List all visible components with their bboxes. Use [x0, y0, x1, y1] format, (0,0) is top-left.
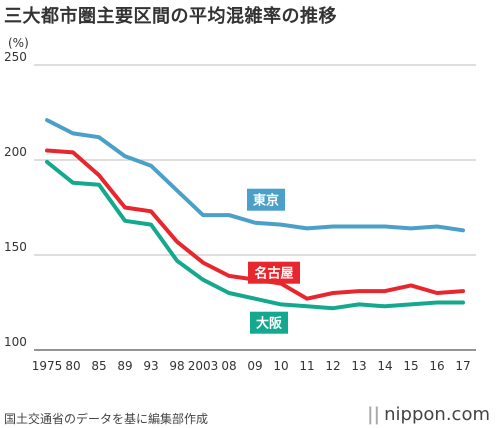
y-tick-label: 150 [4, 240, 27, 254]
series-label-box [248, 261, 300, 284]
data-point [176, 260, 178, 262]
data-point [150, 165, 152, 167]
x-tick-label: 1975 [32, 359, 63, 373]
x-tick-label: 09 [247, 359, 262, 373]
x-tick-label: 12 [325, 359, 340, 373]
x-tick-label: 08 [221, 359, 236, 373]
data-point [280, 224, 282, 226]
data-point [150, 224, 152, 226]
data-point [228, 275, 230, 277]
data-point [358, 290, 360, 292]
x-tick-label: 13 [351, 359, 366, 373]
x-tick-label: 85 [91, 359, 106, 373]
brand-name: nippon.com [384, 404, 490, 425]
x-tick-label: 93 [143, 359, 158, 373]
data-point [202, 262, 204, 264]
data-point [202, 279, 204, 281]
x-tick-label: 80 [65, 359, 80, 373]
data-point [462, 302, 464, 303]
data-point [410, 284, 412, 286]
line-chart: 100 150 200 250 1975 80 85 89 93 98 2003 08 09 10 11 12… [4, 50, 476, 373]
data-point [176, 189, 178, 191]
x-tick-label: 11 [299, 359, 314, 373]
data-point [72, 151, 74, 153]
data-point [98, 136, 100, 138]
data-point [150, 210, 152, 212]
data-point [384, 305, 386, 307]
brand-mark: || [366, 404, 381, 425]
data-point [72, 182, 74, 184]
data-point [98, 174, 100, 176]
data-point [306, 227, 308, 229]
y-tick-label: 250 [4, 50, 27, 64]
x-tick-label: 2003 [188, 359, 219, 373]
data-point [72, 132, 74, 134]
data-point [306, 305, 308, 307]
data-point [124, 207, 126, 208]
data-point [124, 220, 126, 222]
y-tick-label: 200 [4, 145, 27, 159]
data-point [254, 298, 256, 300]
x-tick-label: 14 [377, 359, 392, 373]
data-point [332, 292, 334, 294]
data-point [46, 161, 48, 163]
data-point [124, 155, 126, 157]
data-point [176, 241, 178, 243]
data-point [228, 214, 230, 216]
x-tick-label: 16 [429, 359, 444, 373]
chart-title: 三大都市圏主要区間の平均混雑率の推移 [4, 6, 337, 27]
data-point [98, 184, 100, 186]
data-point [228, 292, 230, 294]
brand-logo: || nippon.com [367, 404, 490, 425]
data-point [436, 302, 438, 303]
series-label-box [247, 188, 285, 211]
data-point [384, 290, 386, 292]
x-tick-label: 98 [169, 359, 184, 373]
data-point [46, 119, 48, 121]
data-point [306, 298, 308, 300]
data-point [254, 222, 256, 224]
data-point [410, 303, 412, 305]
data-point [410, 227, 412, 229]
y-axis-unit-label: (%) [8, 36, 29, 50]
series-label: 名古屋 [254, 266, 293, 282]
series-label: 大阪 [256, 316, 283, 332]
data-point [358, 303, 360, 305]
data-point [332, 226, 334, 227]
series-label: 東京 [253, 193, 279, 209]
series-line [45, 118, 465, 233]
data-point [202, 214, 204, 216]
data-point [46, 150, 48, 151]
data-point [436, 292, 438, 294]
data-point [462, 229, 464, 231]
series-label-box [250, 311, 288, 334]
data-point [358, 226, 360, 227]
y-tick-label: 100 [4, 335, 27, 349]
x-tick-label: 10 [273, 359, 288, 373]
x-tick-label: 89 [117, 359, 132, 373]
data-point [436, 226, 438, 227]
data-point [332, 307, 334, 309]
data-point [280, 303, 282, 305]
source-note: 国土交通省のデータを基に編集部作成 [4, 412, 209, 426]
x-tick-label: 15 [403, 359, 418, 373]
x-tick-label: 17 [455, 359, 470, 373]
data-point [384, 226, 386, 227]
data-point [462, 290, 464, 292]
